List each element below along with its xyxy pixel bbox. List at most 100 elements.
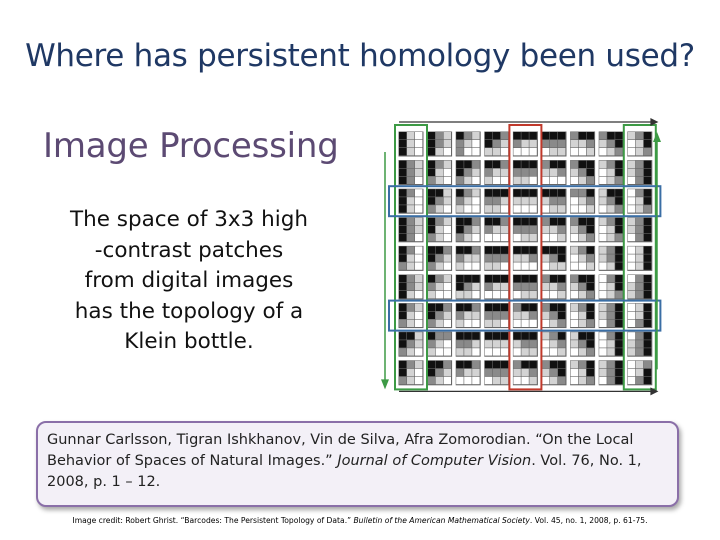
patch-pixel <box>500 246 509 254</box>
patch-pixel <box>427 348 435 356</box>
patch-pixel <box>407 246 415 254</box>
patch-pixel <box>427 217 435 226</box>
patch-pixel <box>464 176 472 184</box>
patch-pixel <box>484 348 493 356</box>
patch-pixel <box>492 246 501 254</box>
patch-pixel <box>627 225 636 234</box>
patch-pixel <box>399 262 407 270</box>
patch-pixel <box>529 197 537 205</box>
patch-pixel <box>500 275 509 283</box>
patch-pixel <box>558 319 566 327</box>
patch-pixel <box>607 376 615 385</box>
patch-pixel <box>586 275 594 283</box>
patch-pixel <box>558 140 566 148</box>
patch-pixel <box>492 283 501 291</box>
patch-pixel <box>578 217 586 226</box>
patch-pixel <box>578 262 586 270</box>
patch-pixel <box>513 332 521 340</box>
patch-pixel <box>484 176 493 184</box>
patch-pixel <box>443 168 451 176</box>
patch-pixel <box>456 189 464 197</box>
patch-pixel <box>415 291 423 299</box>
patch-pixel <box>521 303 529 311</box>
patch-pixel <box>399 254 407 262</box>
patch-pixel <box>415 254 423 262</box>
patch-pixel <box>407 368 415 377</box>
patch-pixel <box>643 319 652 327</box>
patch-pixel <box>570 246 578 254</box>
patch-pixel <box>399 168 407 176</box>
patch-pixel <box>484 168 493 176</box>
patch-pixel <box>558 303 566 311</box>
patch-pixel <box>435 205 443 213</box>
patch-pixel <box>615 233 623 242</box>
patch-pixel <box>500 233 509 242</box>
patch-pixel <box>550 233 558 242</box>
patch-pixel <box>500 311 509 319</box>
patch-pixel <box>542 189 550 197</box>
patch-pixel <box>427 254 435 262</box>
patch-pixel <box>472 160 480 168</box>
patch-pixel <box>643 148 652 156</box>
patch-pixel <box>586 148 594 156</box>
patch-pixel <box>435 176 443 184</box>
patch-pixel <box>443 205 451 213</box>
patch-pixel <box>492 132 501 140</box>
patch-pixel <box>472 368 480 377</box>
patch-pixel <box>484 254 493 262</box>
patch-pixel <box>435 283 443 291</box>
patch-pixel <box>607 348 615 356</box>
patch-pixel <box>427 132 435 140</box>
patch-pixel <box>464 360 472 369</box>
patch-pixel <box>578 332 586 340</box>
patch-pixel <box>435 254 443 262</box>
patch-pixel <box>472 332 480 340</box>
patch-pixel <box>578 140 586 148</box>
image-credit: Image credit: Robert Ghrist. “Barcodes: … <box>0 516 720 525</box>
patch-pixel <box>615 176 623 184</box>
patch-pixel <box>399 311 407 319</box>
patch-pixel <box>415 176 423 184</box>
patch-pixel <box>484 217 493 226</box>
patch-pixel <box>443 340 451 348</box>
patch-pixel <box>407 205 415 213</box>
patch-pixel <box>607 140 615 148</box>
patch-pixel <box>607 332 615 340</box>
patch-pixel <box>615 376 623 385</box>
patch-pixel <box>615 160 623 168</box>
patch-pixel <box>529 360 537 369</box>
patch-pixel <box>399 132 407 140</box>
patch-pixel <box>472 197 480 205</box>
patch-pixel <box>558 197 566 205</box>
patch-pixel <box>635 189 644 197</box>
patch-pixel <box>607 148 615 156</box>
patch-pixel <box>443 140 451 148</box>
patch-pixel <box>435 217 443 226</box>
patch-pixel <box>513 168 521 176</box>
patch-pixel <box>464 160 472 168</box>
patch-pixel <box>635 262 644 270</box>
patch-pixel <box>635 368 644 377</box>
patch-pixel <box>399 332 407 340</box>
patch-pixel <box>578 246 586 254</box>
patch-pixel <box>558 246 566 254</box>
patch-pixel <box>550 140 558 148</box>
patch-pixel <box>399 319 407 327</box>
patch-pixel <box>456 376 464 385</box>
patch-pixel <box>615 217 623 226</box>
patch-pixel <box>435 319 443 327</box>
patch-pixel <box>415 225 423 234</box>
patch-pixel <box>643 291 652 299</box>
citation-journal: Journal of Computer Vision <box>337 453 532 469</box>
patch-pixel <box>443 160 451 168</box>
patch-pixel <box>492 262 501 270</box>
patch-pixel <box>570 233 578 242</box>
patch-pixel <box>627 140 636 148</box>
patch-pixel <box>542 254 550 262</box>
patch-pixel <box>635 176 644 184</box>
patch-pixel <box>607 233 615 242</box>
patch-pixel <box>456 275 464 283</box>
patch-pixel <box>635 225 644 234</box>
patch-pixel <box>643 332 652 340</box>
patch-pixel <box>464 132 472 140</box>
